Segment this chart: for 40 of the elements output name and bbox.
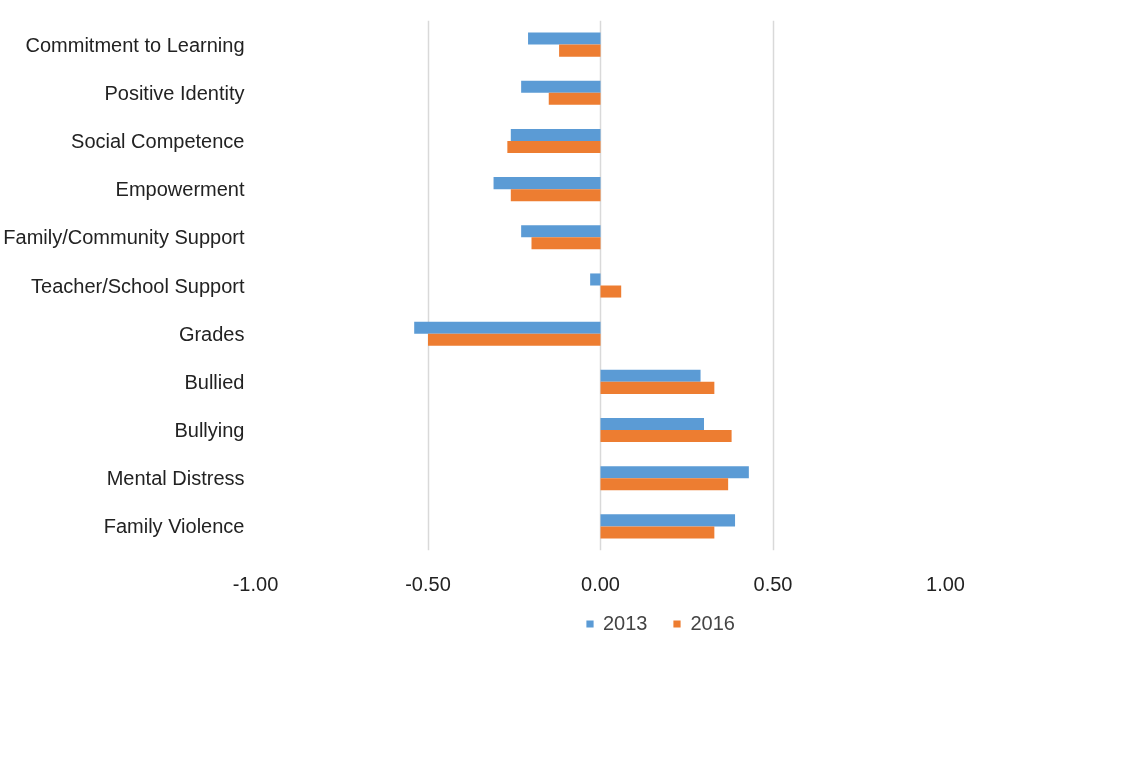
bar	[600, 430, 732, 443]
x-tick-label: 0.00	[581, 572, 620, 595]
x-tick-label: 1.00	[926, 572, 965, 595]
bar	[507, 140, 601, 153]
bar	[510, 189, 601, 202]
bar	[600, 369, 701, 382]
bar	[528, 32, 601, 45]
bar	[600, 466, 749, 479]
bar	[428, 333, 601, 346]
bar	[600, 514, 736, 527]
bar	[600, 478, 729, 491]
bar	[521, 225, 601, 238]
bar	[600, 418, 704, 431]
legend-label: 2013	[603, 611, 648, 635]
x-tick-label: 0.50	[753, 572, 793, 595]
bar	[493, 177, 601, 190]
x-tick-label: -1.00	[232, 572, 279, 595]
bar	[414, 321, 601, 334]
bar	[600, 526, 715, 539]
bar	[548, 92, 601, 105]
y-tick-label: Grades	[178, 322, 245, 345]
bar	[559, 44, 601, 57]
bar	[600, 285, 622, 298]
bar	[590, 273, 601, 286]
bar	[510, 128, 601, 141]
y-tick-label: Bullied	[184, 370, 245, 393]
bar	[600, 381, 715, 394]
y-tick-label: Empowerment	[115, 178, 245, 201]
bar	[521, 80, 601, 93]
x-tick-label: -0.50	[405, 572, 451, 595]
y-tick-label: Family/Community Support	[3, 226, 245, 249]
y-tick-label: Commitment to Learning	[25, 33, 245, 56]
y-tick-label: Family Violence	[103, 515, 245, 538]
legend-label: 2016	[690, 611, 735, 635]
bar	[531, 237, 601, 250]
y-tick-label: Teacher/School Support	[31, 274, 245, 297]
y-tick-label: Positive Identity	[104, 81, 245, 104]
y-tick-label: Social Competence	[71, 129, 245, 152]
y-tick-label: Bullying	[174, 419, 245, 442]
y-tick-label: Mental Distress	[106, 467, 245, 490]
